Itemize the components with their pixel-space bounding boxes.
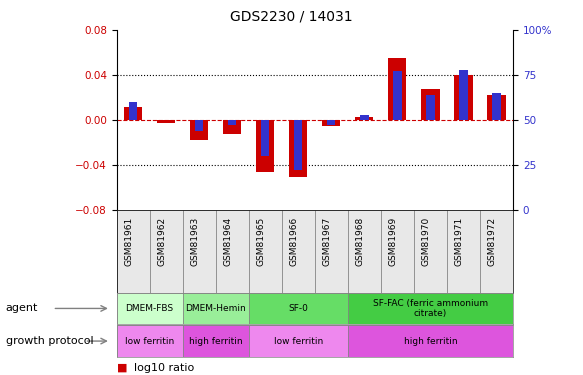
Bar bbox=[414, 210, 447, 292]
Bar bbox=[182, 325, 249, 357]
Text: high ferritin: high ferritin bbox=[189, 337, 243, 346]
Text: ■: ■ bbox=[117, 363, 127, 373]
Bar bbox=[327, 120, 335, 125]
Bar bbox=[228, 120, 236, 125]
Text: GSM81971: GSM81971 bbox=[455, 217, 463, 266]
Bar bbox=[223, 120, 241, 134]
Bar bbox=[459, 70, 468, 120]
Text: SF-0: SF-0 bbox=[289, 304, 308, 313]
Bar bbox=[150, 210, 182, 292]
Bar bbox=[182, 292, 249, 324]
Bar bbox=[195, 120, 203, 131]
Bar bbox=[322, 120, 340, 126]
Bar bbox=[447, 210, 480, 292]
Bar bbox=[249, 210, 282, 292]
Bar bbox=[480, 210, 513, 292]
Bar bbox=[348, 292, 513, 324]
Bar bbox=[355, 117, 374, 120]
Bar bbox=[388, 58, 406, 120]
Bar bbox=[249, 292, 348, 324]
Bar bbox=[117, 325, 182, 357]
Text: GSM81969: GSM81969 bbox=[388, 217, 398, 266]
Bar bbox=[381, 210, 414, 292]
Text: growth protocol: growth protocol bbox=[6, 336, 93, 346]
Bar bbox=[394, 71, 402, 120]
Text: GSM81962: GSM81962 bbox=[157, 217, 166, 266]
Bar bbox=[129, 102, 137, 120]
Bar bbox=[216, 210, 249, 292]
Text: DMEM-FBS: DMEM-FBS bbox=[125, 304, 174, 313]
Bar bbox=[117, 210, 150, 292]
Text: GSM81965: GSM81965 bbox=[257, 217, 265, 266]
Bar bbox=[124, 106, 142, 120]
Text: low ferritin: low ferritin bbox=[273, 337, 323, 346]
Text: agent: agent bbox=[6, 303, 38, 313]
Bar bbox=[289, 120, 307, 177]
Bar bbox=[190, 120, 208, 140]
Bar bbox=[426, 95, 434, 120]
Text: GSM81970: GSM81970 bbox=[422, 217, 430, 266]
Text: GSM81967: GSM81967 bbox=[322, 217, 331, 266]
Bar bbox=[348, 325, 513, 357]
Bar bbox=[348, 210, 381, 292]
Text: SF-FAC (ferric ammonium
citrate): SF-FAC (ferric ammonium citrate) bbox=[373, 299, 488, 318]
Text: GSM81966: GSM81966 bbox=[289, 217, 298, 266]
Text: GDS2230 / 14031: GDS2230 / 14031 bbox=[230, 9, 353, 23]
Bar bbox=[256, 120, 275, 172]
Text: GSM81972: GSM81972 bbox=[487, 217, 497, 266]
Bar bbox=[294, 120, 303, 170]
Text: GSM81968: GSM81968 bbox=[356, 217, 364, 266]
Bar bbox=[493, 93, 501, 120]
Bar bbox=[422, 88, 440, 120]
Text: GSM81961: GSM81961 bbox=[124, 217, 133, 266]
Bar bbox=[182, 210, 216, 292]
Bar bbox=[487, 95, 505, 120]
Bar bbox=[360, 115, 368, 120]
Bar bbox=[315, 210, 348, 292]
Text: high ferritin: high ferritin bbox=[403, 337, 457, 346]
Bar bbox=[249, 325, 348, 357]
Text: low ferritin: low ferritin bbox=[125, 337, 174, 346]
Text: GSM81963: GSM81963 bbox=[190, 217, 199, 266]
Bar bbox=[454, 75, 473, 120]
Bar bbox=[282, 210, 315, 292]
Text: DMEM-Hemin: DMEM-Hemin bbox=[185, 304, 246, 313]
Text: GSM81964: GSM81964 bbox=[223, 217, 232, 266]
Text: log10 ratio: log10 ratio bbox=[134, 363, 194, 373]
Bar bbox=[117, 292, 182, 324]
Bar bbox=[157, 120, 175, 123]
Bar bbox=[261, 120, 269, 156]
